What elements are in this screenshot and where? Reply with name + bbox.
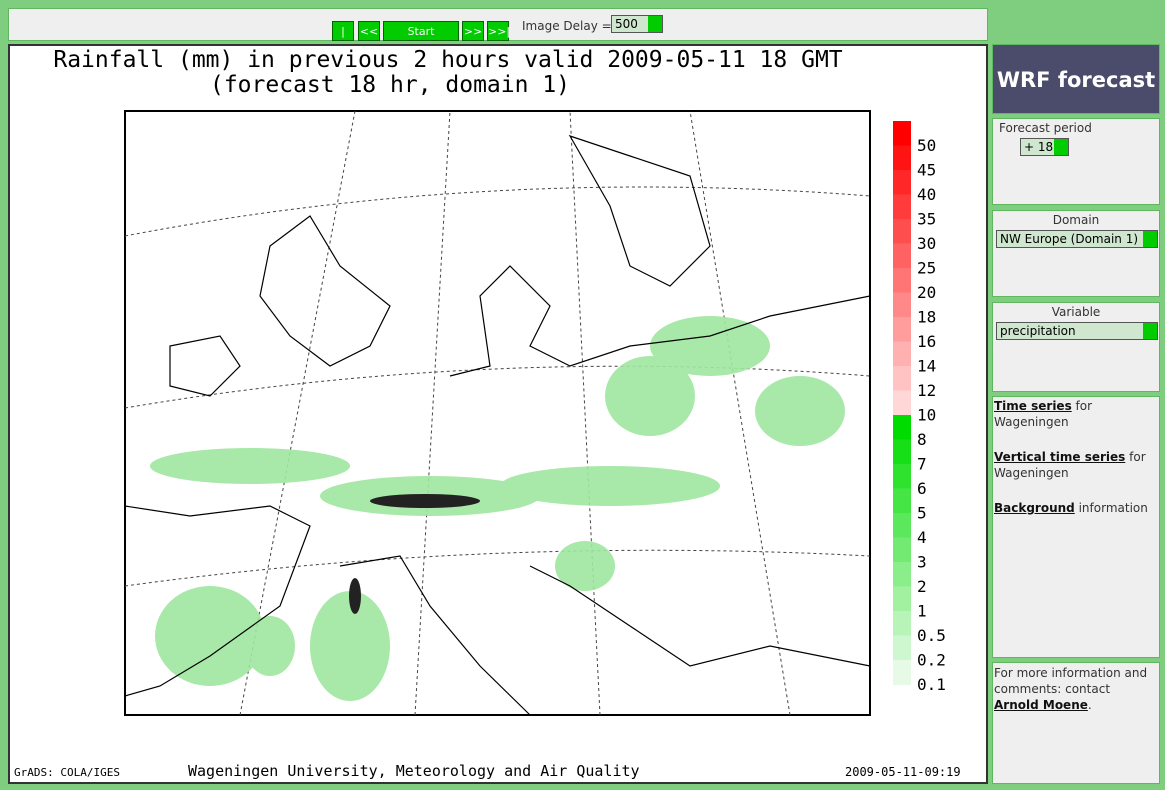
- colorbar-swatch: [893, 268, 911, 293]
- colorbar-swatch: [893, 660, 911, 685]
- delay-select[interactable]: 500: [611, 15, 663, 33]
- colorbar-label: 2: [917, 577, 927, 596]
- colorbar-label: 30: [917, 234, 936, 253]
- footer-center: Wageningen University, Meteorology and A…: [188, 762, 640, 780]
- colorbar-swatch: [893, 121, 911, 146]
- links-list: Time series for Wageningen Vertical time …: [994, 398, 1154, 535]
- colorbar: 50 45 40 35 30 25 20 18 16 14 12 10 8 7 6 5 4 3 2 1 0.5 0.2 0.…: [893, 121, 946, 694]
- links-box: Time series for Wageningen Vertical time …: [992, 396, 1160, 658]
- colorbar-swatch: [893, 390, 911, 416]
- link-text: for Wageningen: [994, 399, 1093, 429]
- colorbar-swatch: [893, 194, 911, 220]
- link-item: Background information: [994, 500, 1154, 516]
- coastlines: [124, 134, 871, 716]
- toolbar: |<< << Start >> >>| Image Delay = 500: [8, 8, 988, 58]
- colorbar-label: 3: [917, 553, 927, 572]
- variable-select[interactable]: precipitation: [996, 322, 1158, 340]
- colorbar-swatch: [893, 219, 911, 244]
- colorbar-swatch: [893, 145, 911, 171]
- colorbar-label: 40: [917, 185, 936, 204]
- map-panel: Rainfall (mm) in previous 2 hours valid …: [8, 44, 988, 784]
- link[interactable]: Time series: [994, 399, 1072, 413]
- colorbar-swatch: [893, 488, 911, 514]
- colorbar-label: 6: [917, 479, 927, 498]
- next-button[interactable]: >>: [462, 21, 484, 41]
- colorbar-swatch: [893, 464, 911, 489]
- link-item: Vertical time series for Wageningen: [994, 449, 1154, 481]
- forecast-period-box: Forecast period + 18: [992, 118, 1160, 205]
- colorbar-swatch: [893, 611, 911, 636]
- colorbar-label: 5: [917, 504, 927, 523]
- colorbar-label: 20: [917, 283, 936, 302]
- colorbar-swatch: [893, 513, 911, 538]
- colorbar-swatch: [893, 415, 911, 440]
- colorbar-label: 0.5: [917, 626, 946, 645]
- colorbar-swatch: [893, 562, 911, 587]
- link-text: for Wageningen: [994, 450, 1146, 480]
- colorbar-swatch: [893, 243, 911, 269]
- colorbar-label: 0.1: [917, 675, 946, 694]
- link[interactable]: Background: [994, 501, 1075, 515]
- colorbar-label: 0.2: [917, 651, 946, 670]
- colorbar-label: 50: [917, 136, 936, 155]
- colorbar-label: 35: [917, 210, 936, 229]
- contact-box: For more information and comments: conta…: [992, 662, 1160, 784]
- domain-label: Domain: [1052, 213, 1100, 227]
- prev-button[interactable]: <<: [358, 21, 380, 41]
- colorbar-swatch: [893, 439, 911, 465]
- forecast-period-label: Forecast period: [999, 121, 1092, 135]
- contact: For more information and comments: conta…: [994, 665, 1154, 713]
- colorbar-label: 7: [917, 455, 927, 474]
- start-button[interactable]: Start: [383, 21, 459, 41]
- link-item: Time series for Wageningen: [994, 398, 1154, 430]
- variable-box: Variable precipitation: [992, 302, 1160, 392]
- colorbar-swatch: [893, 170, 911, 195]
- colorbar-swatch: [893, 366, 911, 391]
- colorbar-label: 10: [917, 406, 936, 425]
- delay-label: Image Delay =: [522, 19, 612, 33]
- contact-text: For more information and comments: conta…: [994, 666, 1148, 696]
- colorbar-label: 12: [917, 381, 936, 400]
- colorbar-swatch: [893, 341, 911, 367]
- contact-suffix: .: [1087, 698, 1092, 712]
- map-title: Rainfall (mm) in previous 2 hours valid …: [53, 47, 842, 73]
- colorbar-label: 25: [917, 259, 936, 278]
- heavy-rain: [349, 494, 480, 614]
- colorbar-swatch: [893, 586, 911, 612]
- map-image: Rainfall (mm) in previous 2 hours valid …: [14, 47, 961, 780]
- colorbar-label: 14: [917, 357, 936, 376]
- colorbar-label: 45: [917, 161, 936, 180]
- colorbar-swatch: [893, 317, 911, 342]
- domain-box: Domain NW Europe (Domain 1): [992, 210, 1160, 297]
- footer-left: GrADS: COLA/IGES: [14, 766, 120, 779]
- link[interactable]: Vertical time series: [994, 450, 1126, 464]
- contact-link[interactable]: Arnold Moene: [994, 698, 1088, 712]
- colorbar-label: 4: [917, 528, 927, 547]
- link-text: information: [1078, 501, 1148, 515]
- colorbar-label: 8: [917, 430, 927, 449]
- footer-right: 2009-05-11-09:19: [845, 765, 961, 779]
- colorbar-swatch: [893, 292, 911, 318]
- first-button[interactable]: |<<: [332, 21, 354, 58]
- colorbar-label: 16: [917, 332, 936, 351]
- sidebar-header: WRF forecast: [992, 44, 1160, 114]
- forecast-period-select[interactable]: + 18: [1020, 138, 1069, 156]
- rain-areas: [150, 316, 845, 701]
- map-area: [124, 110, 871, 716]
- variable-label: Variable: [1051, 305, 1101, 319]
- colorbar-label: 1: [917, 602, 927, 621]
- colorbar-swatch: [893, 635, 911, 661]
- map-subtitle: (forecast 18 hr, domain 1): [210, 72, 570, 98]
- colorbar-swatch: [893, 537, 911, 563]
- domain-select[interactable]: NW Europe (Domain 1): [996, 230, 1158, 248]
- last-button[interactable]: >>|: [487, 21, 510, 41]
- colorbar-label: 18: [917, 308, 936, 327]
